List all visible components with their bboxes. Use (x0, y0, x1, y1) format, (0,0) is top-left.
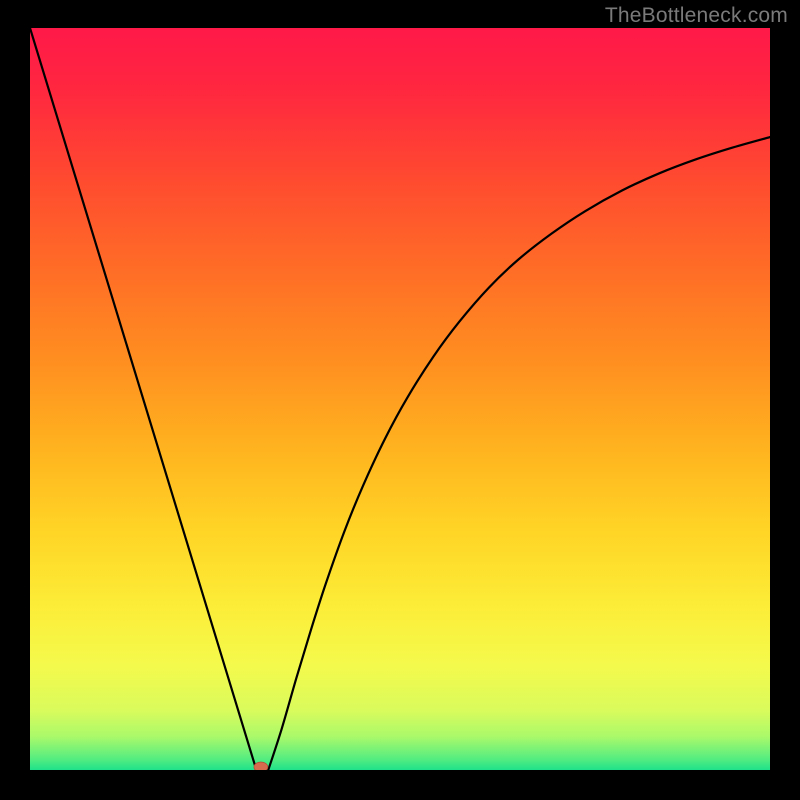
watermark-text: TheBottleneck.com (605, 4, 788, 28)
plot-area (30, 28, 770, 770)
plot-svg (30, 28, 770, 770)
chart-container: TheBottleneck.com (0, 0, 800, 800)
plot-background (30, 28, 770, 770)
minimum-marker (254, 762, 268, 770)
